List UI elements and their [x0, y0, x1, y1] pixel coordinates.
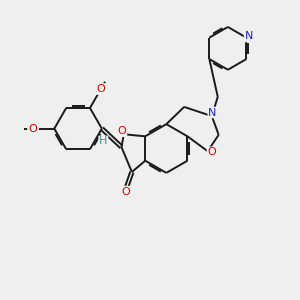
- Text: O: O: [97, 84, 105, 94]
- Text: O: O: [208, 147, 216, 158]
- Text: N: N: [244, 32, 253, 41]
- Text: O: O: [122, 187, 130, 196]
- Text: N: N: [208, 108, 217, 118]
- Text: O: O: [28, 124, 37, 134]
- Text: O: O: [118, 126, 126, 136]
- Text: H: H: [99, 136, 107, 146]
